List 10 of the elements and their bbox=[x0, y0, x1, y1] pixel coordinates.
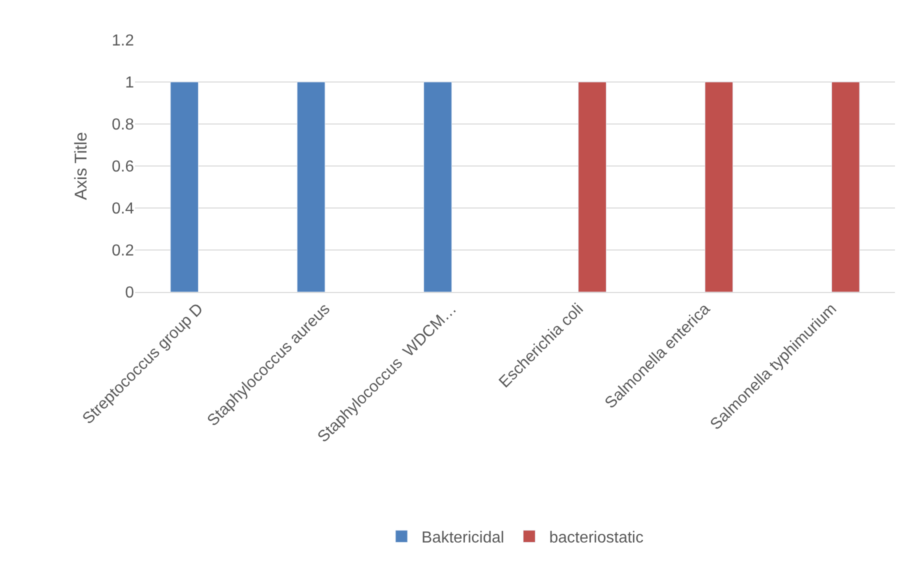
y-tick-label: 0.8 bbox=[112, 116, 134, 134]
y-tick-label: 1 bbox=[125, 74, 134, 92]
y-tick-label: 0.4 bbox=[112, 200, 134, 218]
legend-label: bacteriostatic bbox=[549, 530, 644, 547]
legend-label: Baktericidal bbox=[422, 530, 504, 547]
y-tick-label: 0.6 bbox=[112, 158, 134, 176]
y-tick-label: 0.2 bbox=[112, 242, 134, 260]
y-axis-title: Axis Title bbox=[71, 132, 90, 200]
y-tick-label: 1.2 bbox=[112, 32, 134, 50]
y-tick-label: 0 bbox=[125, 284, 134, 302]
